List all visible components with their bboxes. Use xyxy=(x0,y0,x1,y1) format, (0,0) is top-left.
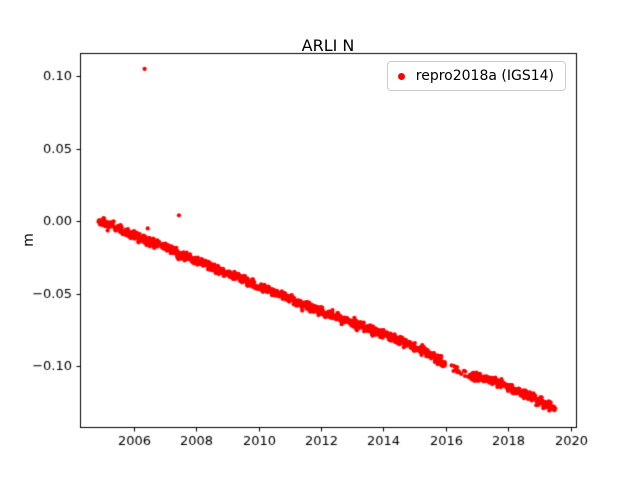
legend: repro2018a (IGS14) xyxy=(386,61,566,91)
legend-label: repro2018a (IGS14) xyxy=(415,68,554,84)
legend-dot-icon xyxy=(397,72,405,80)
y-axis-label: m xyxy=(20,233,37,247)
chart-title: ARLI N xyxy=(301,36,355,55)
